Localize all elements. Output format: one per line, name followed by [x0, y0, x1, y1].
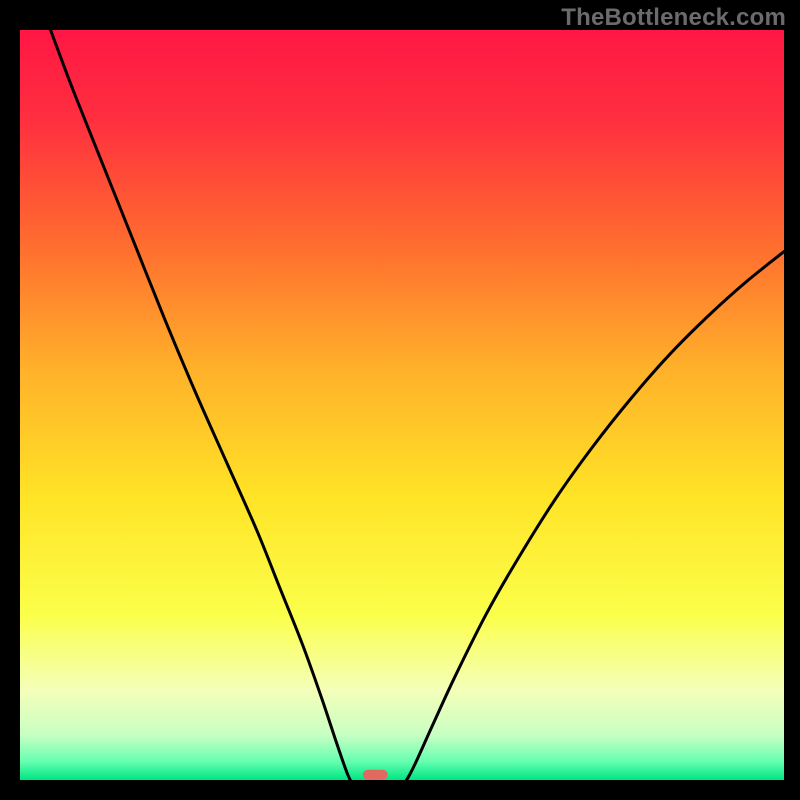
plot-area: [20, 30, 784, 780]
curve-path: [51, 30, 784, 789]
watermark-text: TheBottleneck.com: [561, 4, 786, 32]
minimum-marker: [363, 770, 387, 781]
bottleneck-curve: [20, 30, 784, 794]
chart-frame: TheBottleneck.com: [0, 0, 800, 800]
